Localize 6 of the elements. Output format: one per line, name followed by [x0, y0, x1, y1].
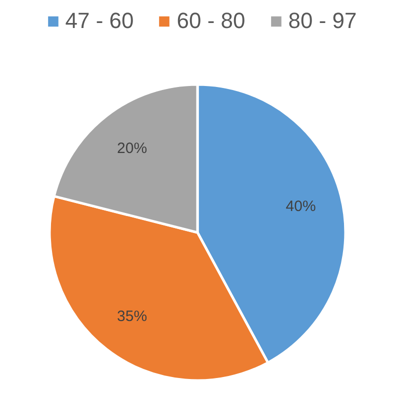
legend-label: 47 - 60 [65, 8, 134, 34]
data-label: 20% [117, 140, 148, 157]
data-label: 35% [117, 308, 148, 326]
legend-label: 80 - 97 [288, 8, 357, 34]
data-label: 40% [286, 198, 316, 215]
legend-label: 60 - 80 [176, 8, 246, 34]
